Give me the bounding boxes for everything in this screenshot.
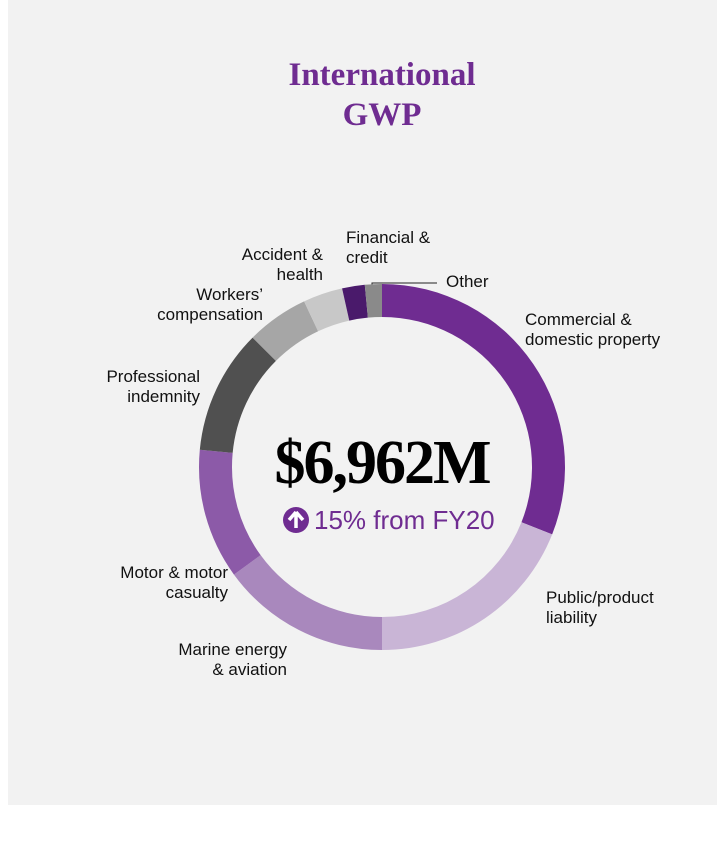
donut-segment	[233, 555, 382, 650]
donut-segment	[252, 301, 319, 361]
chart-title: International GWP	[288, 57, 476, 133]
donut-segment	[364, 284, 382, 318]
category-label: Financial & credit	[346, 228, 431, 267]
donut-segment	[382, 522, 553, 650]
total: $6,962M	[274, 429, 491, 497]
category-label: Marine energy & aviation	[178, 640, 287, 679]
category-label: Motor & motor casualty	[120, 563, 228, 602]
category-label: Other	[446, 272, 489, 291]
panel	[8, 0, 717, 805]
category-label: Professional indemnity	[106, 367, 200, 406]
donut-segment	[342, 284, 368, 321]
donut-segment	[382, 284, 566, 535]
donut-segment	[199, 337, 276, 453]
category-label: Workers’ compensation	[157, 285, 263, 324]
donut-segment	[199, 449, 261, 575]
up-arrow	[287, 510, 305, 528]
category-label: Public/product liability	[546, 588, 654, 627]
category-label: Commercial & domestic property	[525, 310, 661, 349]
change: 15% from FY20	[314, 505, 495, 535]
category-label: Accident & health	[241, 245, 323, 284]
donut-segment	[304, 288, 350, 332]
